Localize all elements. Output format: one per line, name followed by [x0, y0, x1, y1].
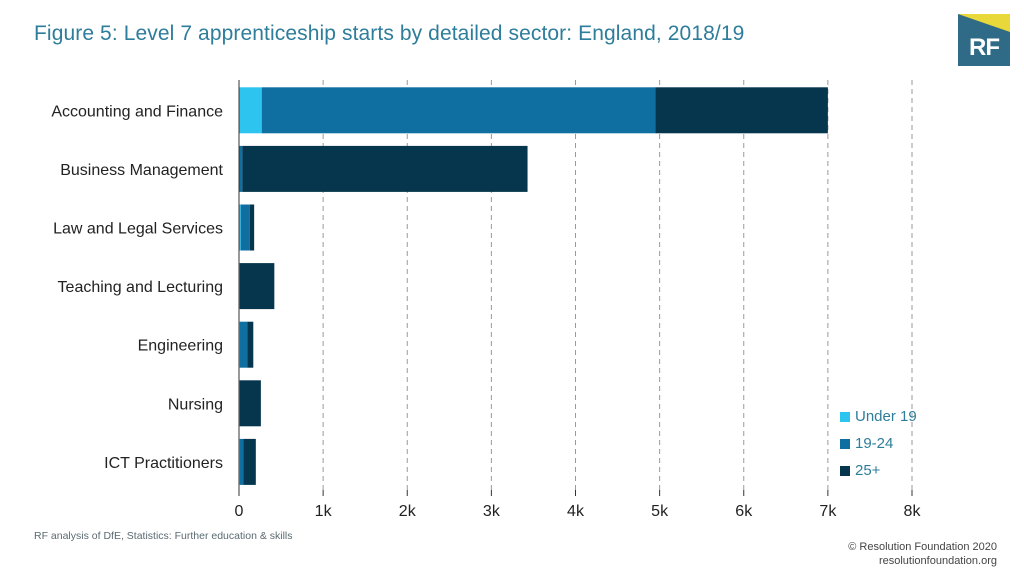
website-url: resolutionfoundation.org	[878, 555, 997, 567]
x-tick-label: 2k	[399, 503, 417, 520]
rf-logo: RF	[958, 14, 1010, 66]
legend-label-19-24: 19-24	[855, 435, 894, 452]
bar-segment-25	[247, 321, 254, 368]
chart-title: Figure 5: Level 7 apprenticeship starts …	[34, 22, 745, 45]
logo-yellow-corner	[958, 14, 1010, 32]
category-label: Nursing	[168, 396, 223, 413]
logo-text: RF	[969, 34, 1000, 61]
x-tick-label: 4k	[567, 503, 585, 520]
chart-legend: Under 19 19-24 25+	[840, 403, 917, 484]
bar-segment-under-19	[239, 204, 241, 251]
copyright-line: © Resolution Foundation 2020	[848, 541, 997, 553]
category-label: Teaching and Lecturing	[58, 279, 223, 296]
x-tick-label: 7k	[819, 503, 837, 520]
bar-segment-25	[249, 204, 255, 251]
copyright: © Resolution Foundation 2020 resolutionf…	[848, 540, 997, 568]
bar-segment-19-24	[240, 204, 250, 251]
category-label: Accounting and Finance	[51, 103, 223, 120]
source-note: RF analysis of DfE, Statistics: Further …	[34, 530, 293, 542]
x-tick-label: 0	[235, 503, 244, 520]
x-tick-label: 3k	[483, 503, 501, 520]
category-label: Business Management	[60, 162, 223, 179]
bar-segment-25	[239, 380, 261, 427]
bar-segment-19-24	[239, 321, 248, 368]
legend-label-25-plus: 25+	[855, 462, 881, 479]
bar-segment-25	[655, 87, 828, 134]
legend-item: Under 19	[840, 403, 917, 430]
bar-segment-19-24	[239, 145, 243, 192]
category-label: Engineering	[138, 338, 223, 355]
bar-segment-25	[239, 263, 275, 310]
x-tick-label: 1k	[315, 503, 333, 520]
bar-segment-19-24	[239, 438, 244, 485]
bar-segment-25	[242, 145, 528, 192]
legend-swatch-19-24	[840, 438, 850, 449]
legend-swatch-25-plus	[840, 465, 850, 476]
legend-swatch-under-19	[840, 411, 850, 422]
bar-segment-19-24	[261, 87, 656, 134]
legend-label-under-19: Under 19	[855, 408, 917, 425]
legend-item: 25+	[840, 457, 917, 484]
legend-item: 19-24	[840, 430, 917, 457]
category-label: ICT Practitioners	[104, 455, 223, 472]
bar-segment-under-19	[239, 87, 262, 134]
category-label: Law and Legal Services	[53, 221, 223, 238]
x-tick-label: 8k	[904, 503, 922, 520]
bar-segment-25	[243, 438, 256, 485]
x-tick-label: 5k	[651, 503, 669, 520]
x-tick-label: 6k	[735, 503, 753, 520]
